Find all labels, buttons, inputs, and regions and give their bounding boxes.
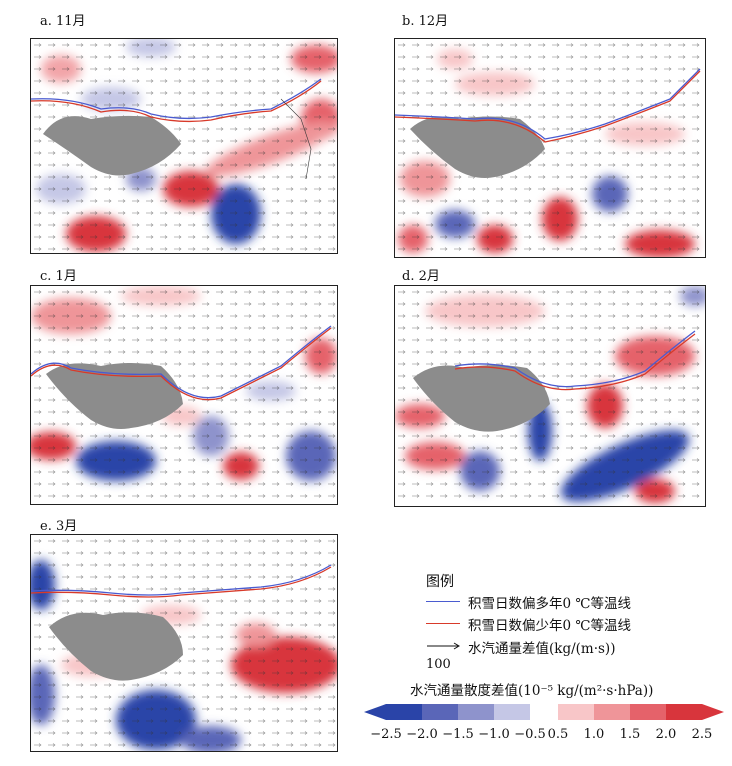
panel-label-c: c. 1月 [40, 269, 77, 284]
vector-scale: 100 [426, 657, 451, 672]
panel-label-d: d. 2月 [402, 269, 440, 284]
tick-label: 2.5 [691, 727, 713, 742]
map-e [30, 534, 338, 752]
tick-label: −2.0 [406, 727, 438, 742]
tick-label: −1.0 [478, 727, 510, 742]
tick-label: 2.0 [655, 727, 677, 742]
panel-label-b: b. 12月 [402, 14, 449, 29]
tick-label: −1.5 [442, 727, 474, 742]
tick-label: −2.5 [370, 727, 402, 742]
map-c [30, 285, 338, 505]
colorbar-seg-3 [458, 704, 494, 720]
map-svg-b [395, 39, 705, 257]
colorbar-seg-4 [494, 704, 530, 720]
plateau-shape [43, 115, 181, 176]
colorbar-seg-6 [558, 704, 594, 720]
vector-arrow-icon [427, 642, 460, 650]
legend-label-vector: 水汽通量差值(kg/(m·s)) [468, 641, 616, 657]
colorbar-seg-9 [666, 704, 702, 720]
map-b [394, 38, 706, 258]
legend-label-more: 积雪日数偏多年0 ℃等温线 [468, 596, 631, 612]
colorbar-arrow-left [364, 704, 386, 720]
panel-label-e: e. 3月 [40, 519, 78, 534]
colorbar-seg-2 [422, 704, 458, 720]
colorbar-seg-8 [630, 704, 666, 720]
colorbar-arrow-right [702, 704, 724, 720]
tick-label: 0.5 [547, 727, 569, 742]
tick-label: 1.0 [583, 727, 605, 742]
map-a [30, 38, 338, 254]
colorbar-seg-1 [386, 704, 422, 720]
map-svg-a [31, 39, 337, 253]
tick-label: 1.5 [619, 727, 641, 742]
map-svg-d [395, 286, 705, 506]
legend-label-less: 积雪日数偏少年0 ℃等温线 [468, 618, 631, 634]
map-svg-e [31, 535, 337, 751]
panel-label-a: a. 11月 [40, 14, 86, 29]
legend-line-blue [426, 601, 460, 602]
colorbar-seg-5 [530, 704, 558, 720]
colorbar [364, 704, 724, 720]
colorbar-seg-7 [594, 704, 630, 720]
map-d [394, 285, 706, 507]
legend-line-red [426, 623, 460, 624]
colorbar-ticks: −2.5 −2.0 −1.5 −1.0 −0.5 0.5 1.0 1.5 2.0… [364, 727, 724, 745]
map-svg-c [31, 286, 337, 504]
colorbar-title: 水汽通量散度差值(10⁻⁵ kg/(m²·s·hPa)) [410, 683, 654, 699]
tick-label: −0.5 [514, 727, 546, 742]
legend-title: 图例 [426, 574, 454, 590]
